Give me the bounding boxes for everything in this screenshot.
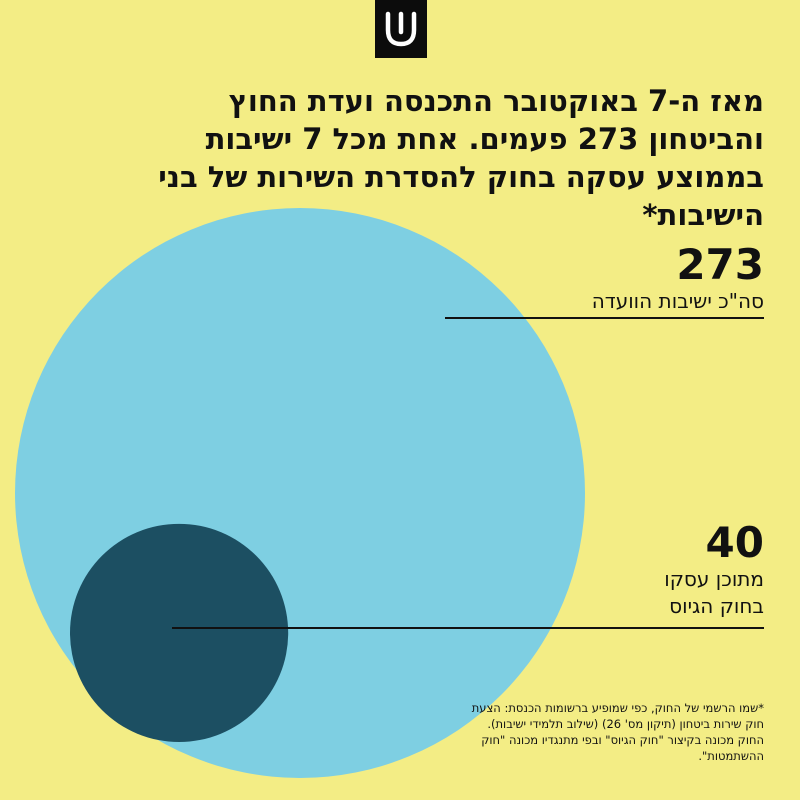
draft-law-meetings-circle bbox=[70, 523, 289, 742]
total-meetings-label-group: 273 סה"כ ישיבות הוועדה bbox=[592, 242, 764, 315]
draft-law-meetings-label-line-2: בחוק הגיוס bbox=[669, 594, 764, 618]
draft-law-meetings-label-line-1: מתוכן עסקו bbox=[664, 567, 764, 591]
chart-title: מאז ה-7 באוקטובר התכנסה ועדת החוץ והביטח… bbox=[158, 84, 764, 232]
shin-letter-icon bbox=[375, 0, 427, 58]
total-meetings-value: 273 bbox=[676, 240, 764, 289]
draft-law-meetings-value: 40 bbox=[705, 518, 764, 567]
draft-law-meetings-label-group: 40 מתוכן עסקו בחוק הגיוס bbox=[664, 520, 764, 620]
footnote: *שמו הרשמי של החוק, כפי שמופיע ברשומות ה… bbox=[471, 701, 764, 763]
total-meetings-label: סה"כ ישיבות הוועדה bbox=[591, 289, 764, 313]
